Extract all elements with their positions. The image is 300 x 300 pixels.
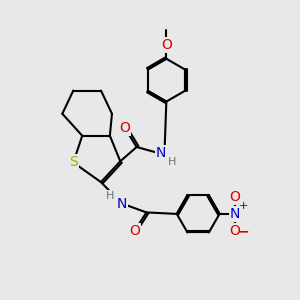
Text: O: O xyxy=(119,121,130,135)
Text: N: N xyxy=(117,196,127,211)
Text: S: S xyxy=(69,155,78,170)
Text: H: H xyxy=(106,191,115,201)
Text: N: N xyxy=(156,146,166,160)
Text: O: O xyxy=(230,190,240,204)
Text: +: + xyxy=(239,201,249,211)
Text: N: N xyxy=(230,207,240,221)
Text: O: O xyxy=(161,38,172,52)
Text: O: O xyxy=(230,224,240,238)
Text: O: O xyxy=(129,224,140,238)
Text: H: H xyxy=(168,157,176,167)
Text: −: − xyxy=(238,224,249,238)
